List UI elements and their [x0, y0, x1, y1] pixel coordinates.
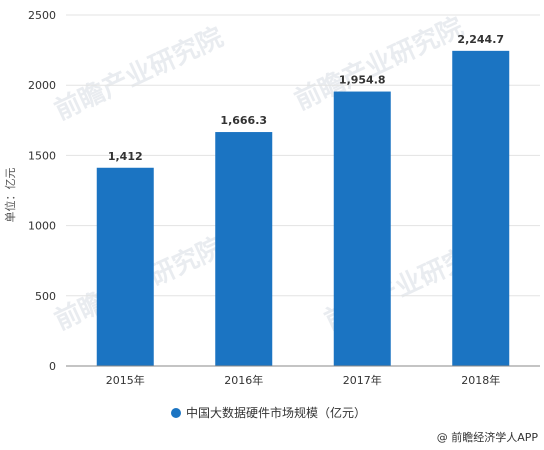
legend-marker: [171, 408, 181, 418]
x-tick-label: 2018年: [461, 373, 500, 387]
y-axis-title: 单位：亿元: [3, 168, 17, 223]
x-axis-ticks: 2015年 2016年 2017年 2018年: [106, 373, 501, 387]
data-label: 2,244.7: [457, 33, 504, 46]
x-tick-label: 2016年: [224, 373, 263, 387]
source-credit: @ 前瞻经济学人APP: [437, 430, 539, 444]
x-tick-label: 2017年: [343, 373, 382, 387]
y-tick-label: 1500: [28, 149, 56, 162]
y-tick-label: 2000: [28, 79, 56, 92]
x-tick-label: 2015年: [106, 373, 145, 387]
watermark: 前瞻产业研究院: [50, 21, 228, 126]
data-label: 1,666.3: [220, 114, 267, 127]
y-tick-label: 2500: [28, 9, 56, 22]
legend-label: 中国大数据硬件市场规模（亿元）: [186, 405, 366, 420]
data-label: 1,412: [108, 150, 143, 163]
bar[interactable]: [333, 91, 391, 366]
bars: [96, 50, 510, 367]
bar[interactable]: [96, 167, 154, 366]
data-label: 1,954.8: [339, 74, 386, 87]
data-labels: 1,412 1,666.3 1,954.8 2,244.7: [108, 33, 504, 163]
y-axis-ticks: 0 500 1000 1500 2000 2500: [28, 9, 56, 373]
bar[interactable]: [215, 132, 273, 366]
legend[interactable]: 中国大数据硬件市场规模（亿元）: [171, 405, 366, 420]
y-tick-label: 500: [35, 290, 56, 303]
y-tick-label: 0: [49, 360, 56, 373]
bar[interactable]: [452, 50, 510, 367]
y-tick-label: 1000: [28, 220, 56, 233]
